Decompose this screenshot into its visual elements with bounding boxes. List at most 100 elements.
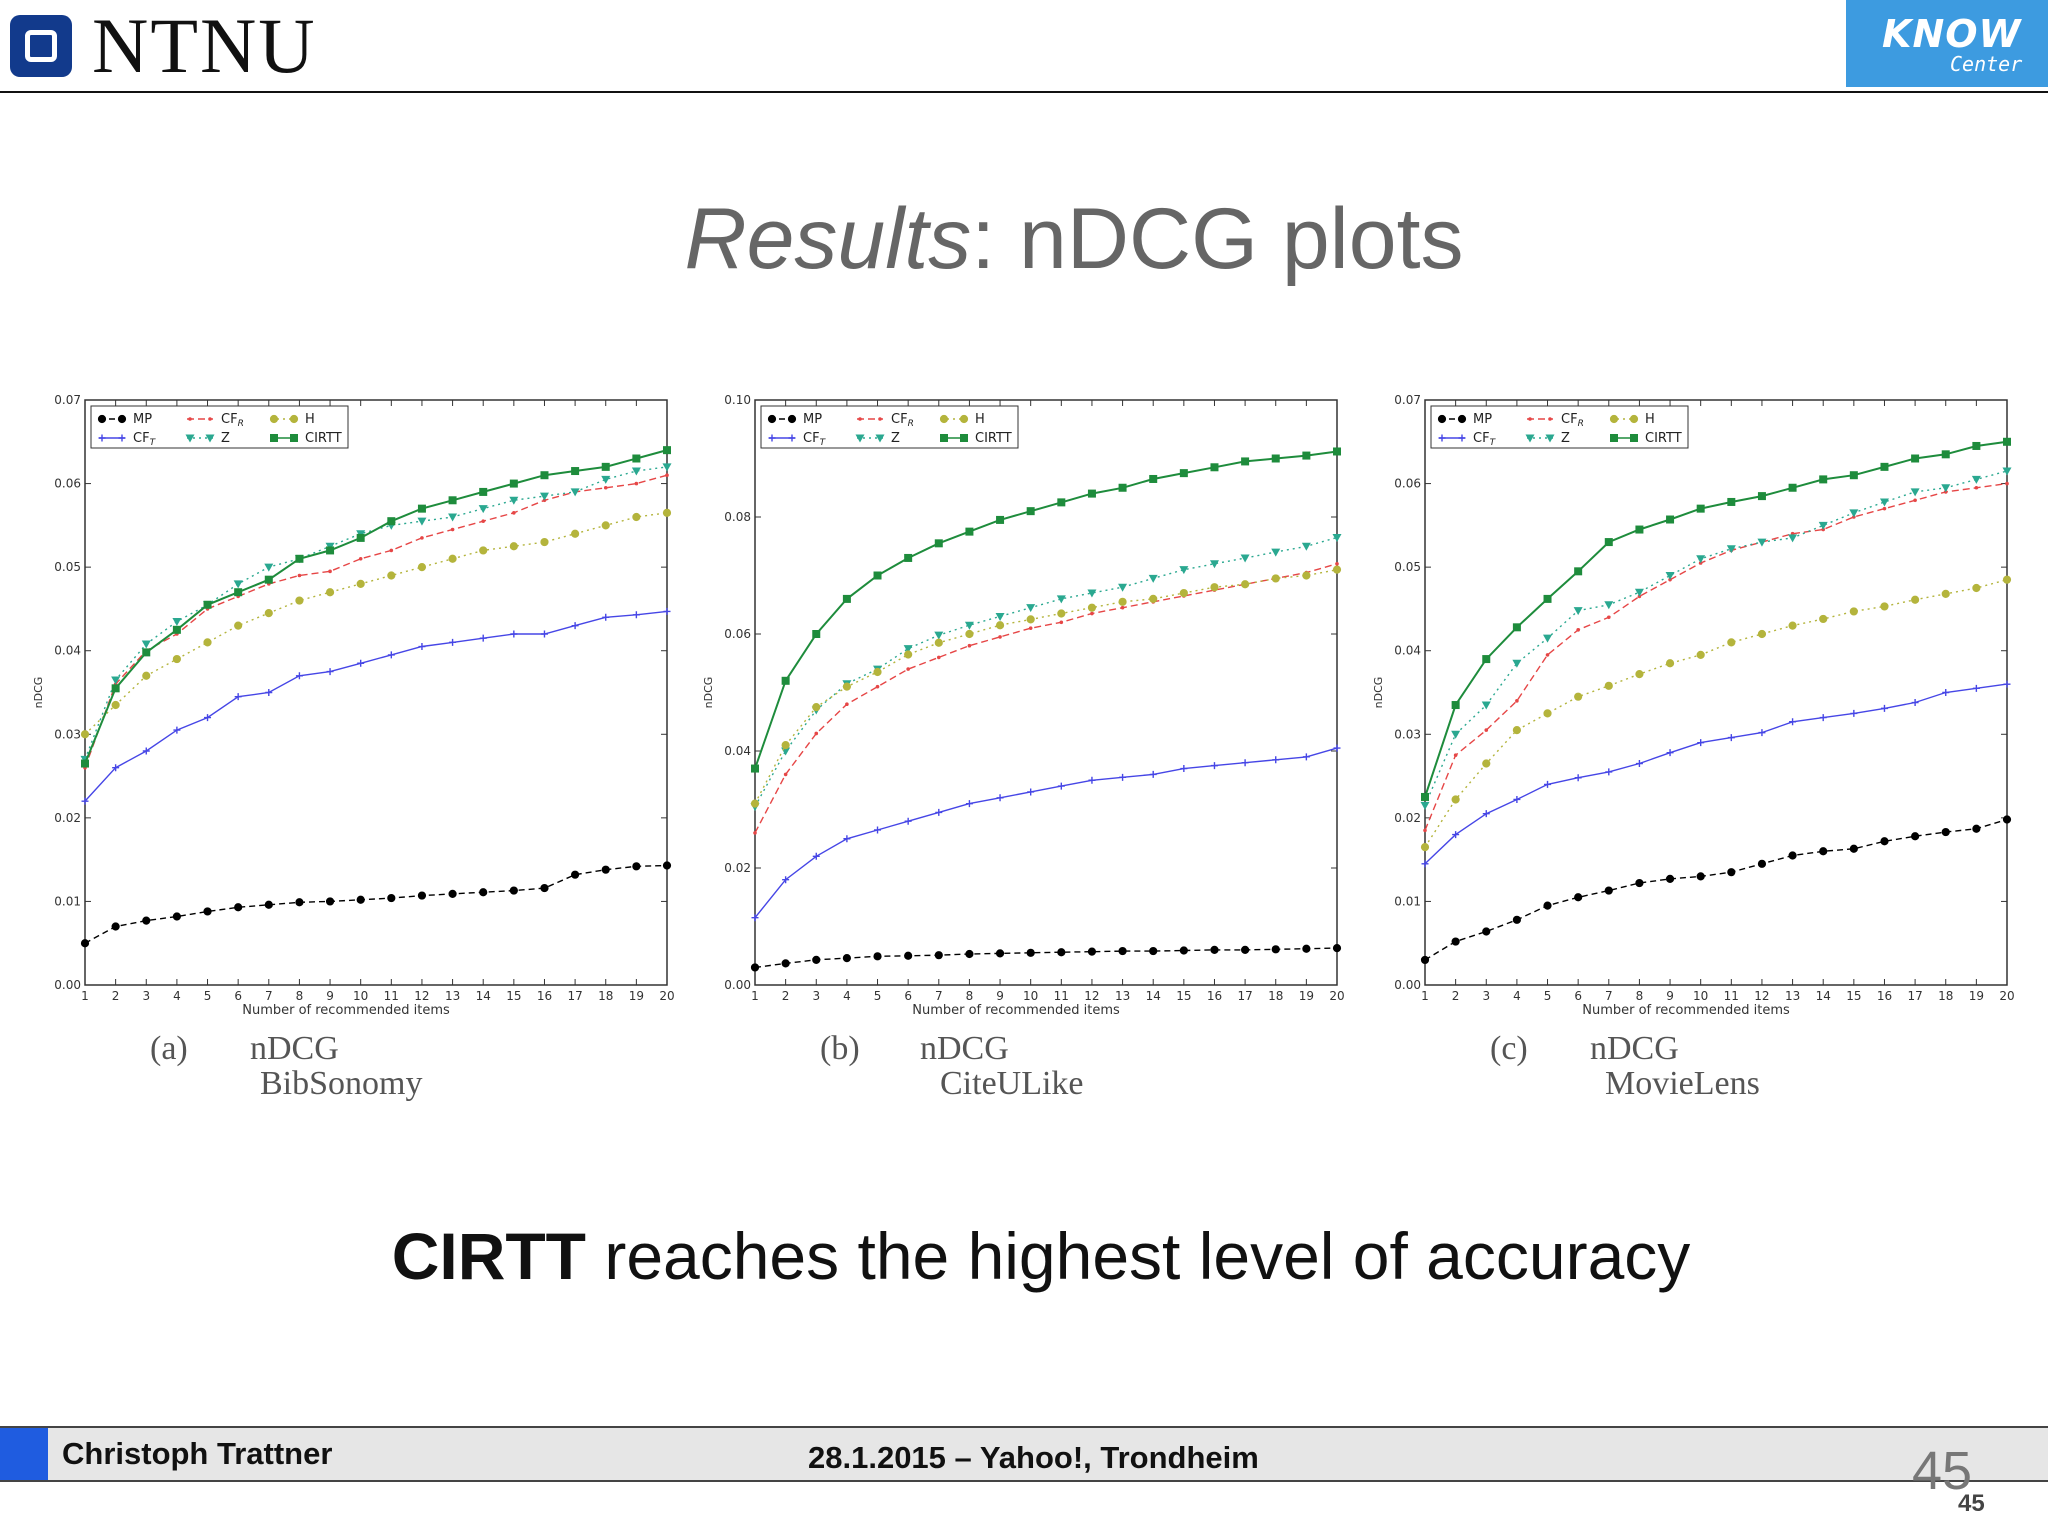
data-point-cirtt — [571, 467, 580, 476]
x-tick-label: 13 — [445, 989, 460, 1003]
data-point-mp — [234, 903, 243, 912]
data-point-h — [662, 508, 672, 517]
data-point-h — [1087, 603, 1097, 612]
data-point-z — [1849, 509, 1859, 518]
data-point-cf-r — [875, 684, 880, 689]
data-point-mp — [1241, 945, 1250, 955]
y-tick-label: 0.02 — [1394, 811, 1421, 825]
chart-a-caption-letter: (a) — [150, 1030, 188, 1067]
data-point-cf-r — [967, 643, 972, 648]
data-point-h — [142, 671, 151, 680]
chart-a-caption-dataset: BibSonomy — [260, 1065, 423, 1102]
data-point-cf-t — [1850, 709, 1858, 717]
know-logo-sub: Center — [1950, 52, 2023, 76]
x-tick-label: 5 — [874, 989, 882, 1003]
legend-label-h: H — [305, 412, 315, 427]
legend-label-mp: MP — [1473, 412, 1492, 427]
data-point-cirtt — [1241, 457, 1250, 466]
data-point-cf-t — [663, 607, 671, 615]
data-point-z — [662, 463, 672, 472]
x-tick-label: 17 — [1907, 989, 1922, 1003]
legend-marker-cf-t — [1438, 434, 1446, 442]
data-point-cf-t — [1666, 749, 1674, 757]
data-point-cf-t — [874, 826, 882, 834]
legend-marker-cf-t — [768, 434, 776, 442]
series-line-z — [1424, 470, 2008, 806]
data-point-h — [1179, 588, 1188, 598]
x-tick-label: 8 — [966, 989, 974, 1003]
series-line-mp — [84, 864, 668, 944]
data-point-z — [539, 492, 549, 501]
data-point-mp — [448, 889, 457, 899]
data-point-cirtt — [479, 487, 488, 496]
data-point-h — [1849, 607, 1858, 616]
data-point-h — [1026, 615, 1035, 624]
data-point-h — [842, 682, 851, 691]
data-point-cf-r — [481, 519, 486, 523]
data-point-cf-r — [328, 569, 332, 574]
conclusion-text: CIRTT reaches the highest level of accur… — [0, 1218, 2048, 1294]
data-point-mp — [1087, 947, 1097, 956]
legend-marker-cirtt — [1630, 434, 1638, 442]
footer-author: Christoph Trattner — [62, 1436, 333, 1471]
data-point-cf-r — [2005, 481, 2009, 486]
footer-event: 28.1.2015 – Yahoo!, Trondheim — [808, 1440, 1259, 1475]
slide-number: 45 — [1912, 1441, 1973, 1501]
data-point-h — [1819, 614, 1828, 624]
y-tick-label: 0.05 — [54, 560, 81, 574]
data-point-cf-t — [1119, 773, 1127, 781]
data-point-mp — [904, 951, 913, 960]
data-point-cf-r — [1576, 628, 1580, 632]
data-point-cf-r — [634, 481, 639, 486]
x-axis-label: Number of recommended items — [242, 1003, 450, 1018]
x-tick-label: 14 — [476, 989, 491, 1003]
data-point-mp — [1179, 946, 1188, 955]
data-point-cf-t — [1180, 765, 1188, 773]
legend-marker-mp — [97, 414, 107, 424]
y-tick-label: 0.07 — [1394, 393, 1421, 407]
data-point-cf-r — [420, 536, 424, 540]
data-point-cf-t — [112, 764, 120, 772]
data-point-cirtt — [1880, 462, 1889, 471]
data-point-cf-t — [1727, 734, 1735, 742]
data-point-cf-t — [234, 693, 242, 701]
data-point-z — [1634, 588, 1644, 597]
data-point-cf-r — [1028, 626, 1033, 630]
data-point-z — [1726, 545, 1736, 554]
know-center-logo: KNOW Center — [1846, 0, 2048, 87]
legend-label-z: Z — [221, 431, 230, 446]
conclusion-rest: reaches the highest level of accuracy — [586, 1219, 1691, 1293]
data-point-mp — [387, 893, 396, 903]
legend-box — [1430, 405, 1689, 449]
data-point-z — [995, 612, 1005, 621]
data-point-h — [80, 730, 90, 739]
chart-b-caption-metric: nDCG — [920, 1030, 1009, 1067]
data-point-cirtt — [873, 571, 882, 580]
know-logo-word: KNOW — [1882, 12, 2022, 56]
data-point-h — [1420, 843, 1430, 852]
data-point-z — [1179, 566, 1189, 575]
chart-c-caption-letter: (c) — [1490, 1030, 1528, 1067]
x-tick-label: 16 — [1207, 989, 1222, 1003]
data-point-cf-t — [142, 747, 150, 755]
legend-label-h: H — [1645, 412, 1655, 427]
legend-marker-z — [185, 434, 195, 443]
x-axis-label: Number of recommended items — [912, 1003, 1120, 1018]
legend-label-cirtt: CIRTT — [1645, 431, 1682, 446]
data-point-z — [1573, 607, 1583, 616]
x-tick-label: 18 — [1268, 989, 1283, 1003]
data-point-cf-r — [1913, 498, 1917, 503]
y-axis-label: nDCG — [702, 677, 715, 709]
data-point-cirtt — [172, 625, 181, 634]
data-point-z — [1332, 533, 1342, 542]
data-point-cirtt — [448, 496, 457, 505]
chart-b-caption-dataset: CiteULike — [940, 1065, 1084, 1102]
data-point-cirtt — [934, 539, 943, 548]
data-point-cirtt — [203, 600, 212, 609]
x-tick-label: 15 — [506, 989, 521, 1003]
chart-a-caption-metric: nDCG — [250, 1030, 339, 1067]
data-point-z — [1481, 701, 1491, 710]
data-point-mp — [1026, 948, 1035, 957]
data-point-h — [904, 650, 913, 659]
data-point-cirtt — [996, 515, 1005, 524]
